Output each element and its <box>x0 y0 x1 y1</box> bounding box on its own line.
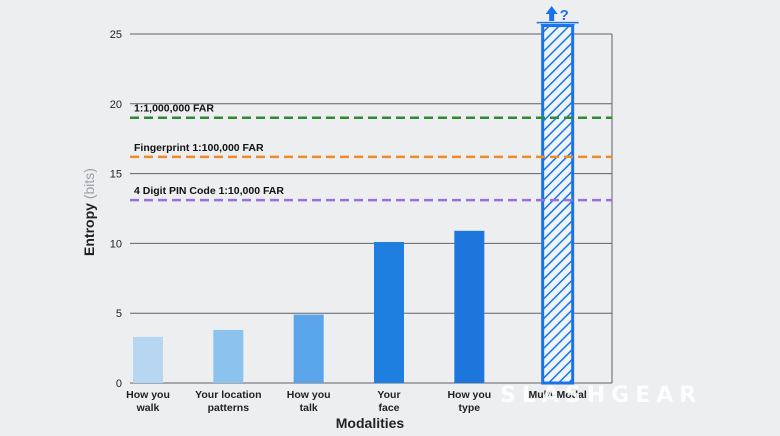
y-axis-title: Entropy (bits) <box>81 168 97 256</box>
y-tick-label: 0 <box>116 378 122 390</box>
y-axis-title-main: Entropy <box>81 203 97 256</box>
bar <box>374 241 404 383</box>
category-label: Your location patterns <box>195 389 261 414</box>
category-labels: How you walk Your location patterns How you t… <box>126 389 587 414</box>
y-tick-label: 25 <box>110 29 122 41</box>
y-tick-label: 15 <box>110 169 122 181</box>
y-tick-label: 20 <box>110 99 122 111</box>
reference-lines: 1:1,000,000 FAR Fingerprint 1:100,000 FAR… <box>130 103 612 202</box>
reference-line-label: 1:1,000,000 FAR <box>134 103 214 115</box>
bars <box>133 24 575 385</box>
x-axis-title: Modalities <box>336 415 405 431</box>
bar <box>541 24 575 385</box>
y-axis-title-unit: (bits) <box>81 168 97 199</box>
bar <box>293 314 324 383</box>
y-tick-labels: 0 5 10 15 20 25 <box>110 29 122 390</box>
reference-line-label: 4 Digit PIN Code 1:10,000 FAR <box>134 185 284 197</box>
category-label: Your face <box>377 389 400 414</box>
question-mark: ? <box>560 7 569 24</box>
reference-line-label: Fingerprint 1:100,000 FAR <box>134 142 264 154</box>
bar <box>454 230 485 383</box>
y-tick-label: 10 <box>110 238 122 250</box>
category-label: How you talk <box>287 389 331 414</box>
category-label: How you type <box>447 389 491 414</box>
category-label: How you walk <box>126 389 170 414</box>
bar <box>213 329 244 383</box>
bar <box>133 336 163 383</box>
multi-modal-annotation: ? <box>536 6 579 26</box>
grid-lines <box>130 33 613 384</box>
up-arrow-icon <box>545 6 558 21</box>
y-tick-label: 5 <box>116 308 122 320</box>
category-label: Multi-Modal <box>529 389 587 401</box>
watermark: SLASHGEAR <box>500 383 703 408</box>
